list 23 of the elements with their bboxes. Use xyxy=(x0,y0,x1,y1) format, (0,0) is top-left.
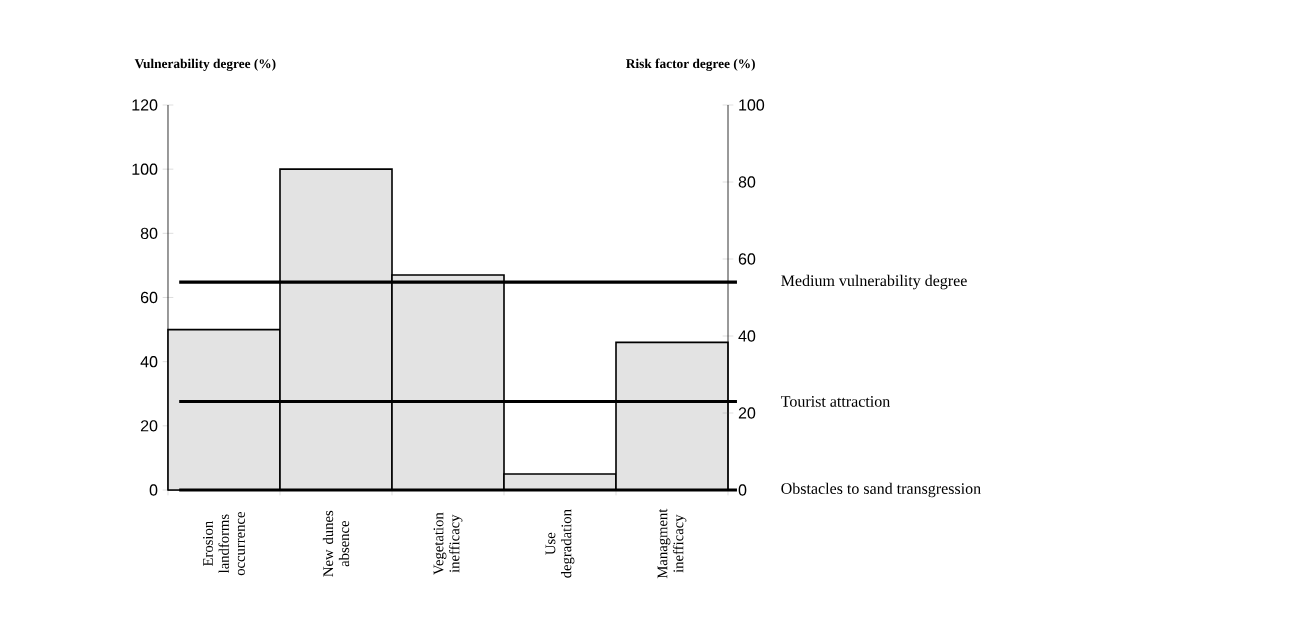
x-tick-label: Managment inefficacy xyxy=(657,508,687,579)
y2-axis-title: Risk factor degree (%) xyxy=(626,58,755,71)
ref-line-label: Medium vulnerability degree xyxy=(781,274,967,290)
ref-line-label: Tourist attraction xyxy=(781,396,890,407)
y-tick-label: 20 xyxy=(140,420,158,432)
y2-tick-label: 80 xyxy=(738,176,756,188)
y2-tick-label: 0 xyxy=(738,484,747,496)
y-tick-label: 80 xyxy=(140,227,158,239)
y-tick-label: 100 xyxy=(132,163,158,175)
y-tick-label: 60 xyxy=(140,291,158,304)
y-tick-label: 40 xyxy=(140,356,158,368)
x-tick-label: New dunes absence xyxy=(322,510,350,577)
y2-tick-label: 40 xyxy=(738,330,756,342)
y2-tick-label: 60 xyxy=(738,253,756,265)
y2-tick-label: 100 xyxy=(739,99,765,111)
y2-tick-label: 20 xyxy=(738,407,756,419)
y-axis-title: Vulnerability degree (%) xyxy=(134,58,276,71)
x-tick-label: Erosion landforms occurrence xyxy=(203,512,245,576)
y-tick-label: 0 xyxy=(149,484,158,496)
y-tick-label: 120 xyxy=(132,99,158,111)
ref-line-label: Obstacles to sand transgression xyxy=(781,482,981,498)
x-tick-label: Use degradation xyxy=(545,509,575,578)
x-tick-label: Vegetation inefficacy xyxy=(433,512,463,575)
